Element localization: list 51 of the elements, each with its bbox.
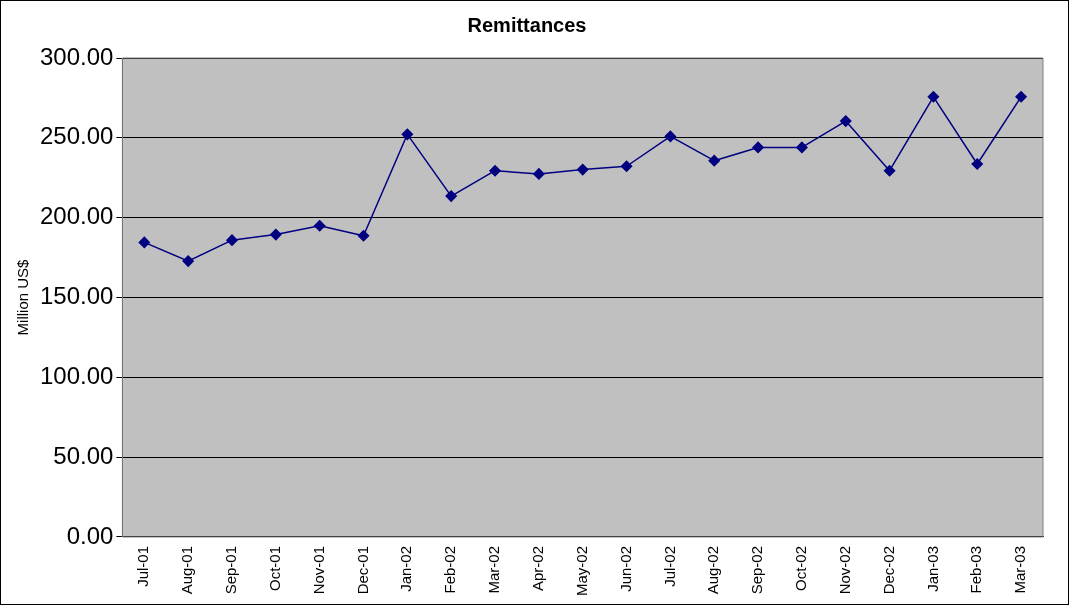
point	[138, 236, 151, 249]
point	[839, 115, 852, 127]
x-tick-label: Jan-02	[397, 545, 415, 592]
point	[533, 168, 545, 180]
point	[313, 220, 326, 232]
y-axis-title: Million US$	[14, 258, 32, 336]
y-tick-label: 50.00	[53, 441, 114, 469]
x-tick-label: Sep-01	[222, 545, 240, 595]
x-tick-label: Aug-02	[704, 545, 722, 595]
x-tick-label: Dec-02	[879, 545, 897, 595]
point	[182, 255, 194, 267]
x-tick-label: Jul-01	[134, 545, 152, 587]
x-tick-label: Apr-02	[529, 545, 547, 592]
point	[489, 164, 501, 177]
point	[576, 163, 589, 176]
x-tick-label: Feb-02	[441, 545, 459, 594]
x-tick-label: Jun-02	[616, 545, 634, 592]
point	[927, 91, 940, 103]
y-tick-label: 300.00	[40, 42, 114, 70]
x-tick-label: Jan-03	[923, 545, 941, 592]
x-tick-label: Aug-01	[178, 545, 196, 595]
x-tick-label: Oct-02	[792, 545, 810, 591]
y-tick-label: 200.00	[40, 202, 114, 230]
x-tick-label: Jul-02	[660, 545, 678, 587]
x-tick-label: Nov-02	[835, 545, 853, 595]
x-tick-label: Feb-03	[967, 545, 985, 594]
point	[401, 128, 414, 141]
point	[664, 130, 677, 143]
x-tick-label: Nov-01	[309, 545, 327, 595]
point	[971, 158, 983, 170]
point	[226, 234, 238, 246]
y-tick-label: 100.00	[40, 361, 114, 389]
x-tick-label: Sep-02	[748, 545, 766, 595]
point	[270, 228, 282, 241]
point	[883, 164, 896, 177]
x-tick-label: May-02	[572, 545, 590, 597]
point	[708, 154, 720, 167]
point	[796, 141, 808, 154]
y-tick-label: 150.00	[40, 282, 114, 310]
point	[1015, 91, 1027, 103]
y-tick-label: 250.00	[40, 122, 114, 150]
y-tick-label: 0.00	[66, 521, 114, 549]
x-tick-label: Oct-01	[265, 545, 283, 591]
point	[620, 160, 633, 172]
x-tick-label: Dec-01	[353, 545, 371, 595]
point	[357, 229, 370, 242]
point	[752, 141, 764, 154]
x-tick-label: Mar-03	[1011, 545, 1029, 594]
point	[445, 190, 457, 202]
x-tick-label: Mar-02	[485, 545, 503, 594]
chart-title: Remittances	[467, 13, 587, 36]
